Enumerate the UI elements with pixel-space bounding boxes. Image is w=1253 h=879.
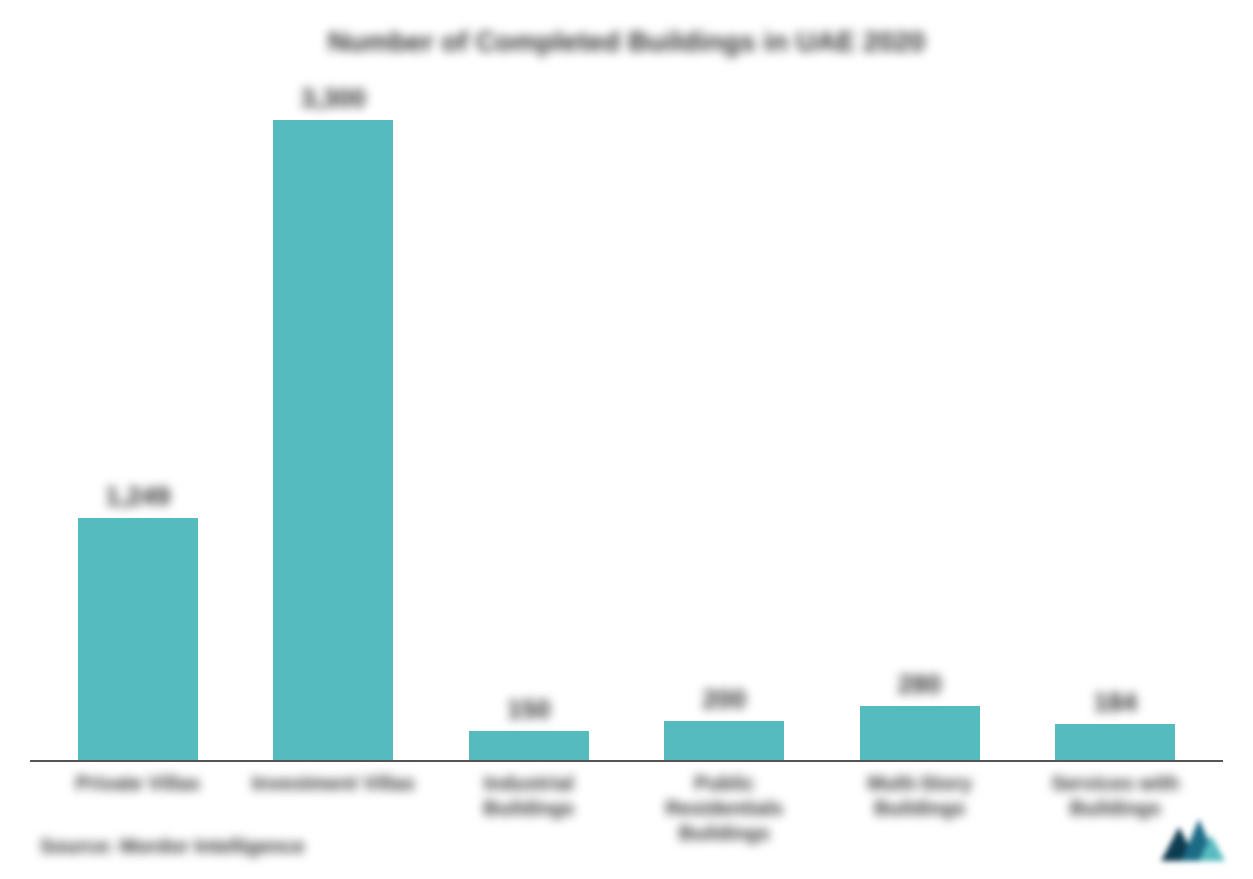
bar-rect (273, 120, 393, 760)
bar-slot: 1,249 (40, 62, 236, 760)
x-axis-label: PublicResidentialsBuildings (627, 772, 823, 847)
bar-slot: 184 (1018, 62, 1214, 760)
bar-rect (664, 721, 784, 760)
bar-value-label: 280 (898, 669, 941, 700)
bars-group: 1,249 3,300 150 200 280 184 (30, 62, 1223, 760)
bar-value-label: 200 (703, 684, 746, 715)
logo-icon (1161, 819, 1225, 861)
bar-rect (469, 731, 589, 760)
brand-logo (1161, 819, 1225, 861)
x-axis-label: IndustrialBuildings (431, 772, 627, 847)
bar-value-label: 150 (507, 694, 550, 725)
bar-rect (1055, 724, 1175, 760)
bar-rect (78, 518, 198, 760)
chart-title: Number of Completed Buildings in UAE 202… (30, 26, 1223, 58)
plot-area: 1,249 3,300 150 200 280 184 (30, 62, 1223, 762)
bar-slot: 150 (431, 62, 627, 760)
bar-slot: 200 (627, 62, 823, 760)
bar-rect (860, 706, 980, 760)
source-attribution: Source: Mordor Intelligence (40, 836, 304, 859)
bar-slot: 280 (822, 62, 1018, 760)
bar-value-label: 184 (1094, 687, 1137, 718)
x-axis-labels: Private VillasInvestment VillasIndustria… (30, 762, 1223, 847)
bar-value-label: 1,249 (105, 481, 170, 512)
chart-container: Number of Completed Buildings in UAE 202… (0, 0, 1253, 879)
x-axis-label: Multi-StoryBuildings (822, 772, 1018, 847)
bar-value-label: 3,300 (301, 83, 366, 114)
bar-slot: 3,300 (236, 62, 432, 760)
